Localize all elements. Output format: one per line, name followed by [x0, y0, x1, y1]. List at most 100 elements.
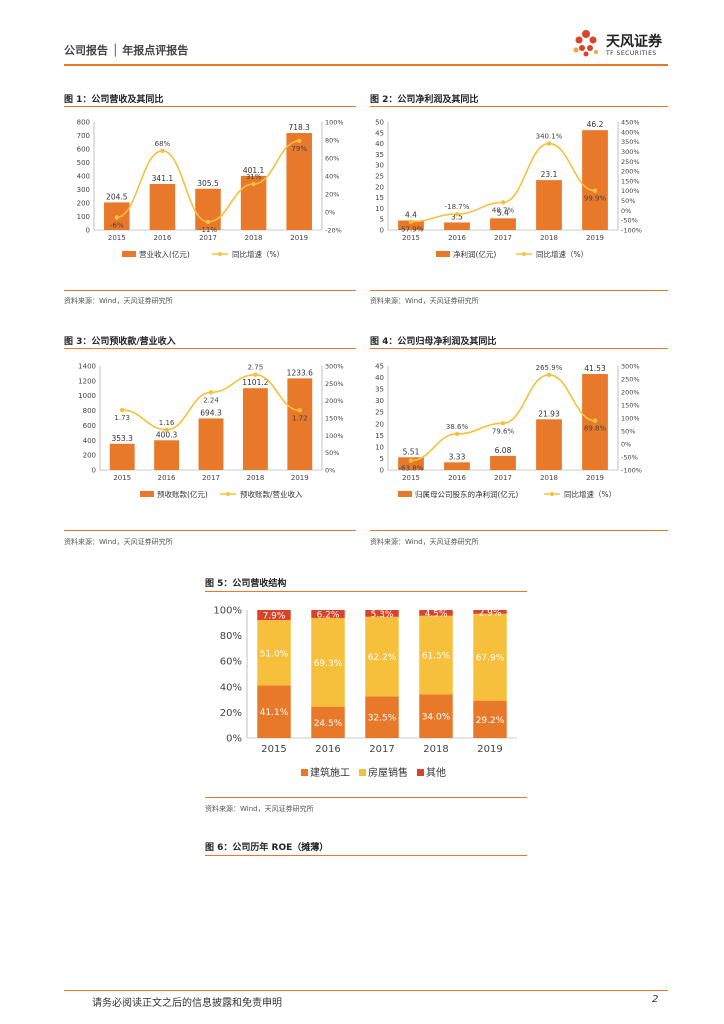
- y-tick-label: 100: [77, 213, 90, 221]
- line-point: [114, 215, 119, 220]
- bar-value-label: 718.3: [288, 123, 310, 132]
- y2-tick-label: 100%: [325, 119, 344, 127]
- line-value-label: -11%: [199, 226, 217, 234]
- bar-value-label: 341.1: [152, 174, 174, 183]
- bar-value-label: 694.3: [200, 408, 222, 417]
- y-tick-label: 400: [83, 437, 96, 445]
- line-value-label: 40.7%: [492, 206, 515, 214]
- chart-advance-receipts: 0 200 400 600 800 1000 1200 1400 0% 50% 100% 150% 20…: [78, 363, 344, 500]
- y-tick-label: 10: [375, 443, 384, 451]
- figure-3-rule: [64, 348, 356, 349]
- legend-label: 其他: [426, 766, 446, 779]
- chart-revenue-structure: 0% 20% 40% 60% 80% 100% 41.1% 51.0% 7.9% 2015 24.5…: [213, 606, 517, 779]
- legend-swatch: [301, 769, 308, 776]
- y-tick-label: 500: [77, 159, 90, 167]
- x-tick-label: 2018: [540, 234, 558, 242]
- x-tick-label: 2019: [586, 234, 604, 242]
- segment-value-label: 62.2%: [368, 653, 397, 663]
- y-tick-label: 15: [375, 194, 384, 202]
- legend-bar-swatch: [436, 251, 450, 257]
- y2-tick-label: 40%: [325, 173, 339, 181]
- stacked-bar-segment: [257, 685, 291, 738]
- legend-line-marker: [550, 492, 554, 496]
- header-rule: [64, 64, 668, 66]
- legend-line-label: 预收账款/营业收入: [240, 489, 303, 499]
- line-point: [592, 418, 598, 423]
- line-value-label: -57.9%: [399, 226, 424, 234]
- y-tick-label: 0: [380, 467, 384, 475]
- legend-bar-label: 营业收入(亿元): [139, 249, 190, 259]
- bar-value-label: 400.3: [156, 430, 178, 439]
- bar-value-label: 3.33: [449, 452, 466, 461]
- y2-tick-label: 250%: [325, 380, 344, 388]
- y2-tick-label: 100%: [325, 432, 344, 440]
- footer-disclaimer: 请务必阅读正文之后的信息披露和免责申明: [92, 998, 282, 1009]
- legend-swatch: [359, 769, 366, 776]
- chart-net-profit: 0 5 10 15 20 25 30 35 40 45 50 -100% -50% 0% 50% 100% 15…: [375, 119, 642, 260]
- y-tick-label: 0%: [226, 734, 242, 745]
- y2-tick-label: 150%: [325, 415, 344, 423]
- y2-tick-label: 20%: [325, 191, 339, 199]
- y-tick-label: 50: [375, 119, 384, 127]
- legend-line-label: 同比增速（%）: [536, 249, 588, 259]
- y2-tick-label: 0%: [621, 207, 631, 215]
- legend-line-label: 同比增速（%）: [232, 249, 284, 259]
- x-tick-label: 2017: [369, 744, 394, 755]
- y-tick-label: 35: [375, 386, 384, 394]
- stacked-bar-segment: [257, 610, 291, 621]
- y-tick-label: 40: [375, 140, 384, 148]
- y-tick-label: 45: [375, 363, 384, 371]
- y2-tick-label: 0%: [621, 441, 631, 449]
- y-tick-label: 0: [86, 227, 90, 235]
- line-point: [546, 141, 552, 146]
- x-tick-label: 2019: [477, 744, 502, 755]
- y-tick-label: 200: [83, 452, 96, 460]
- bar: [109, 443, 135, 470]
- bar-value-label: 21.93: [538, 409, 560, 418]
- legend-swatch: [417, 769, 424, 776]
- y2-tick-label: 400%: [621, 128, 640, 136]
- y-tick-label: 30: [375, 162, 384, 170]
- legend-line-marker: [522, 252, 526, 256]
- segment-value-label: 24.5%: [314, 719, 343, 729]
- figure-5-title: 图 5：公司营收结构: [205, 579, 287, 589]
- bar: [398, 220, 424, 230]
- line-point: [253, 372, 258, 377]
- bar-value-label: 3.5: [451, 212, 463, 221]
- stacked-bar-segment: [419, 610, 453, 616]
- line-point: [408, 458, 414, 463]
- figure-1-source: 资料来源：Wind，天风证券研究所: [64, 297, 173, 305]
- figure-2-title: 图 2：公司净利润及其同比: [370, 95, 479, 105]
- legend-bar-label: 归属母公司股东的净利润(亿元): [415, 489, 518, 499]
- line-value-label: 79.6%: [492, 427, 515, 435]
- bar: [444, 462, 470, 470]
- x-tick-label: 2016: [315, 744, 340, 755]
- figure-6-rule: [205, 855, 527, 856]
- series-line: [410, 142, 596, 223]
- x-tick-label: 2015: [108, 234, 126, 242]
- line-point: [500, 421, 506, 426]
- bar: [149, 183, 176, 230]
- y-tick-label: 15: [375, 432, 384, 440]
- y-tick-label: 0: [380, 227, 384, 235]
- y2-tick-label: 300%: [325, 363, 344, 371]
- y2-tick-label: 0%: [325, 209, 335, 217]
- x-tick-label: 2015: [402, 474, 420, 482]
- segment-value-label: 41.1%: [260, 708, 289, 718]
- figure-2-rule: [370, 106, 668, 107]
- line-value-label: 1.72: [292, 414, 308, 422]
- y2-tick-label: -100%: [621, 467, 642, 475]
- y-tick-label: 20: [375, 420, 384, 428]
- figure-5-source: 资料来源：Wind，天风证券研究所: [205, 805, 314, 813]
- stacked-bar-segment: [257, 620, 291, 686]
- bar-value-label: 204.5: [106, 192, 128, 201]
- line-value-label: 265.9%: [536, 364, 563, 372]
- y2-tick-label: 200%: [325, 397, 344, 405]
- footer-rule: [64, 990, 668, 991]
- y-tick-label: 800: [83, 407, 96, 415]
- y-tick-label: 600: [77, 146, 90, 154]
- legend-line-marker: [218, 252, 222, 256]
- y2-tick-label: 50%: [325, 449, 339, 457]
- y2-tick-label: 150%: [621, 177, 640, 185]
- y2-tick-label: 100%: [621, 187, 640, 195]
